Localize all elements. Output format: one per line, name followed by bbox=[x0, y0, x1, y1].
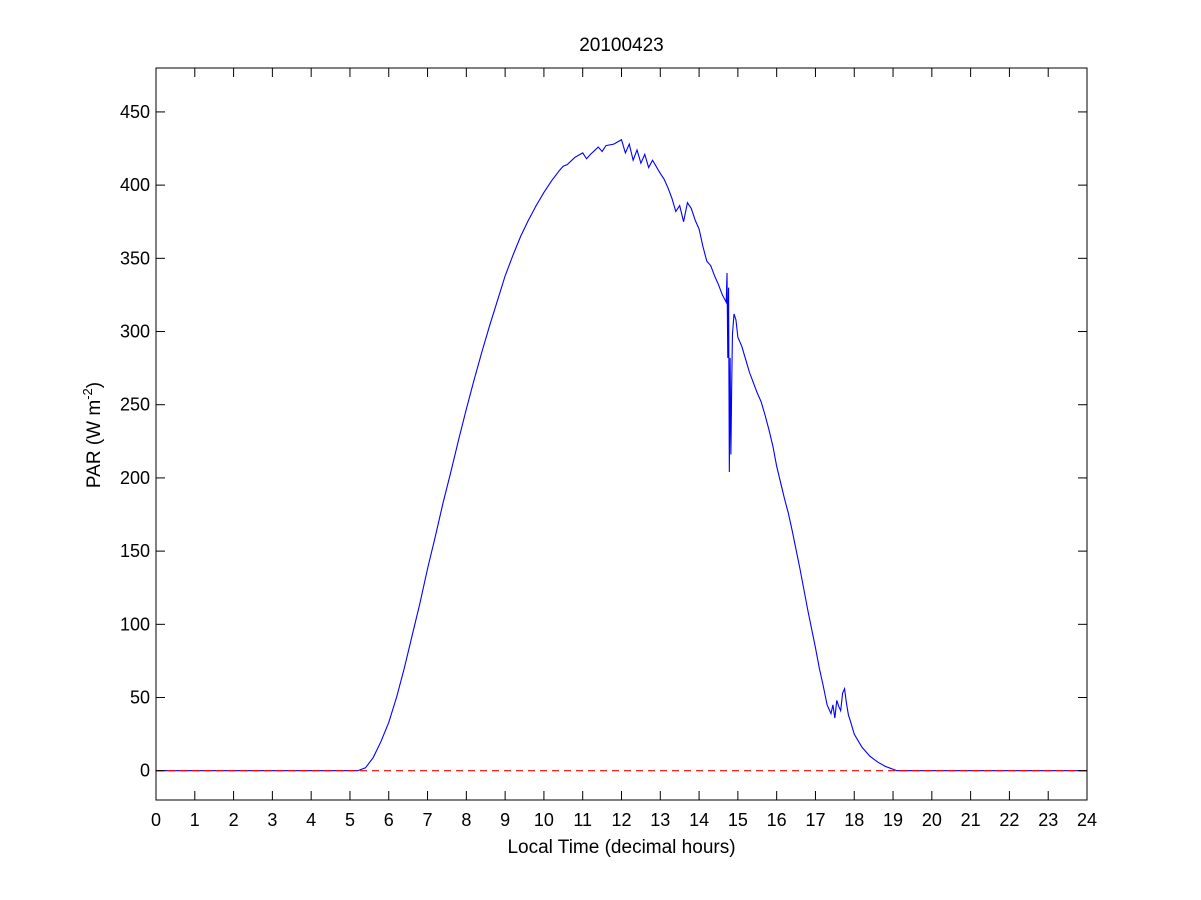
x-tick-label: 15 bbox=[728, 810, 748, 830]
series-layer bbox=[156, 138, 1087, 772]
par-series-line bbox=[156, 138, 1087, 772]
x-tick-label: 5 bbox=[345, 810, 355, 830]
x-tick-label: 22 bbox=[999, 810, 1019, 830]
x-tick-label: 2 bbox=[229, 810, 239, 830]
x-tick-label: 12 bbox=[611, 810, 631, 830]
x-tick-label: 18 bbox=[844, 810, 864, 830]
y-tick-label: 50 bbox=[130, 688, 150, 708]
y-tick-label: 200 bbox=[120, 468, 150, 488]
x-tick-label: 7 bbox=[423, 810, 433, 830]
x-tick-label: 20 bbox=[922, 810, 942, 830]
x-tick-label: 24 bbox=[1077, 810, 1097, 830]
chart-title: 20100423 bbox=[579, 35, 664, 56]
y-tick-label: 450 bbox=[120, 102, 150, 122]
y-tick-label: 100 bbox=[120, 614, 150, 634]
y-tick-label: 150 bbox=[120, 541, 150, 561]
y-axis-label-suffix: ) bbox=[84, 382, 105, 388]
y-axis-label-prefix: PAR (W m bbox=[84, 400, 105, 488]
x-tick-label: 8 bbox=[461, 810, 471, 830]
x-tick-label: 16 bbox=[767, 810, 787, 830]
x-tick-label: 13 bbox=[650, 810, 670, 830]
y-tick-label: 300 bbox=[120, 322, 150, 342]
ticks-layer: 0 1 2 3 4 5 6 7 8 9 10 11 12 13 14 15 16 17 18 19 20 21 22 23 24… bbox=[120, 68, 1097, 830]
x-tick-label: 23 bbox=[1038, 810, 1058, 830]
y-tick-label: 350 bbox=[120, 248, 150, 268]
x-tick-label: 6 bbox=[384, 810, 394, 830]
x-tick-label: 4 bbox=[306, 810, 316, 830]
x-tick-label: 0 bbox=[151, 810, 161, 830]
x-tick-label: 14 bbox=[689, 810, 709, 830]
y-tick-label: 250 bbox=[120, 395, 150, 415]
y-tick-label: 0 bbox=[140, 761, 150, 781]
x-tick-label: 21 bbox=[961, 810, 981, 830]
x-axis-label: Local Time (decimal hours) bbox=[507, 837, 735, 858]
plot-area bbox=[156, 68, 1087, 800]
x-tick-label: 11 bbox=[573, 810, 592, 830]
x-tick-label: 9 bbox=[500, 810, 510, 830]
x-tick-label: 1 bbox=[190, 810, 200, 830]
x-tick-label: 19 bbox=[883, 810, 903, 830]
y-axis-label: PAR (W m-2) bbox=[80, 382, 105, 488]
x-tick-label: 17 bbox=[805, 810, 825, 830]
x-tick-label: 10 bbox=[534, 810, 554, 830]
y-axis-label-superscript: -2 bbox=[80, 388, 95, 400]
y-tick-label: 400 bbox=[120, 175, 150, 195]
x-tick-label: 3 bbox=[267, 810, 277, 830]
